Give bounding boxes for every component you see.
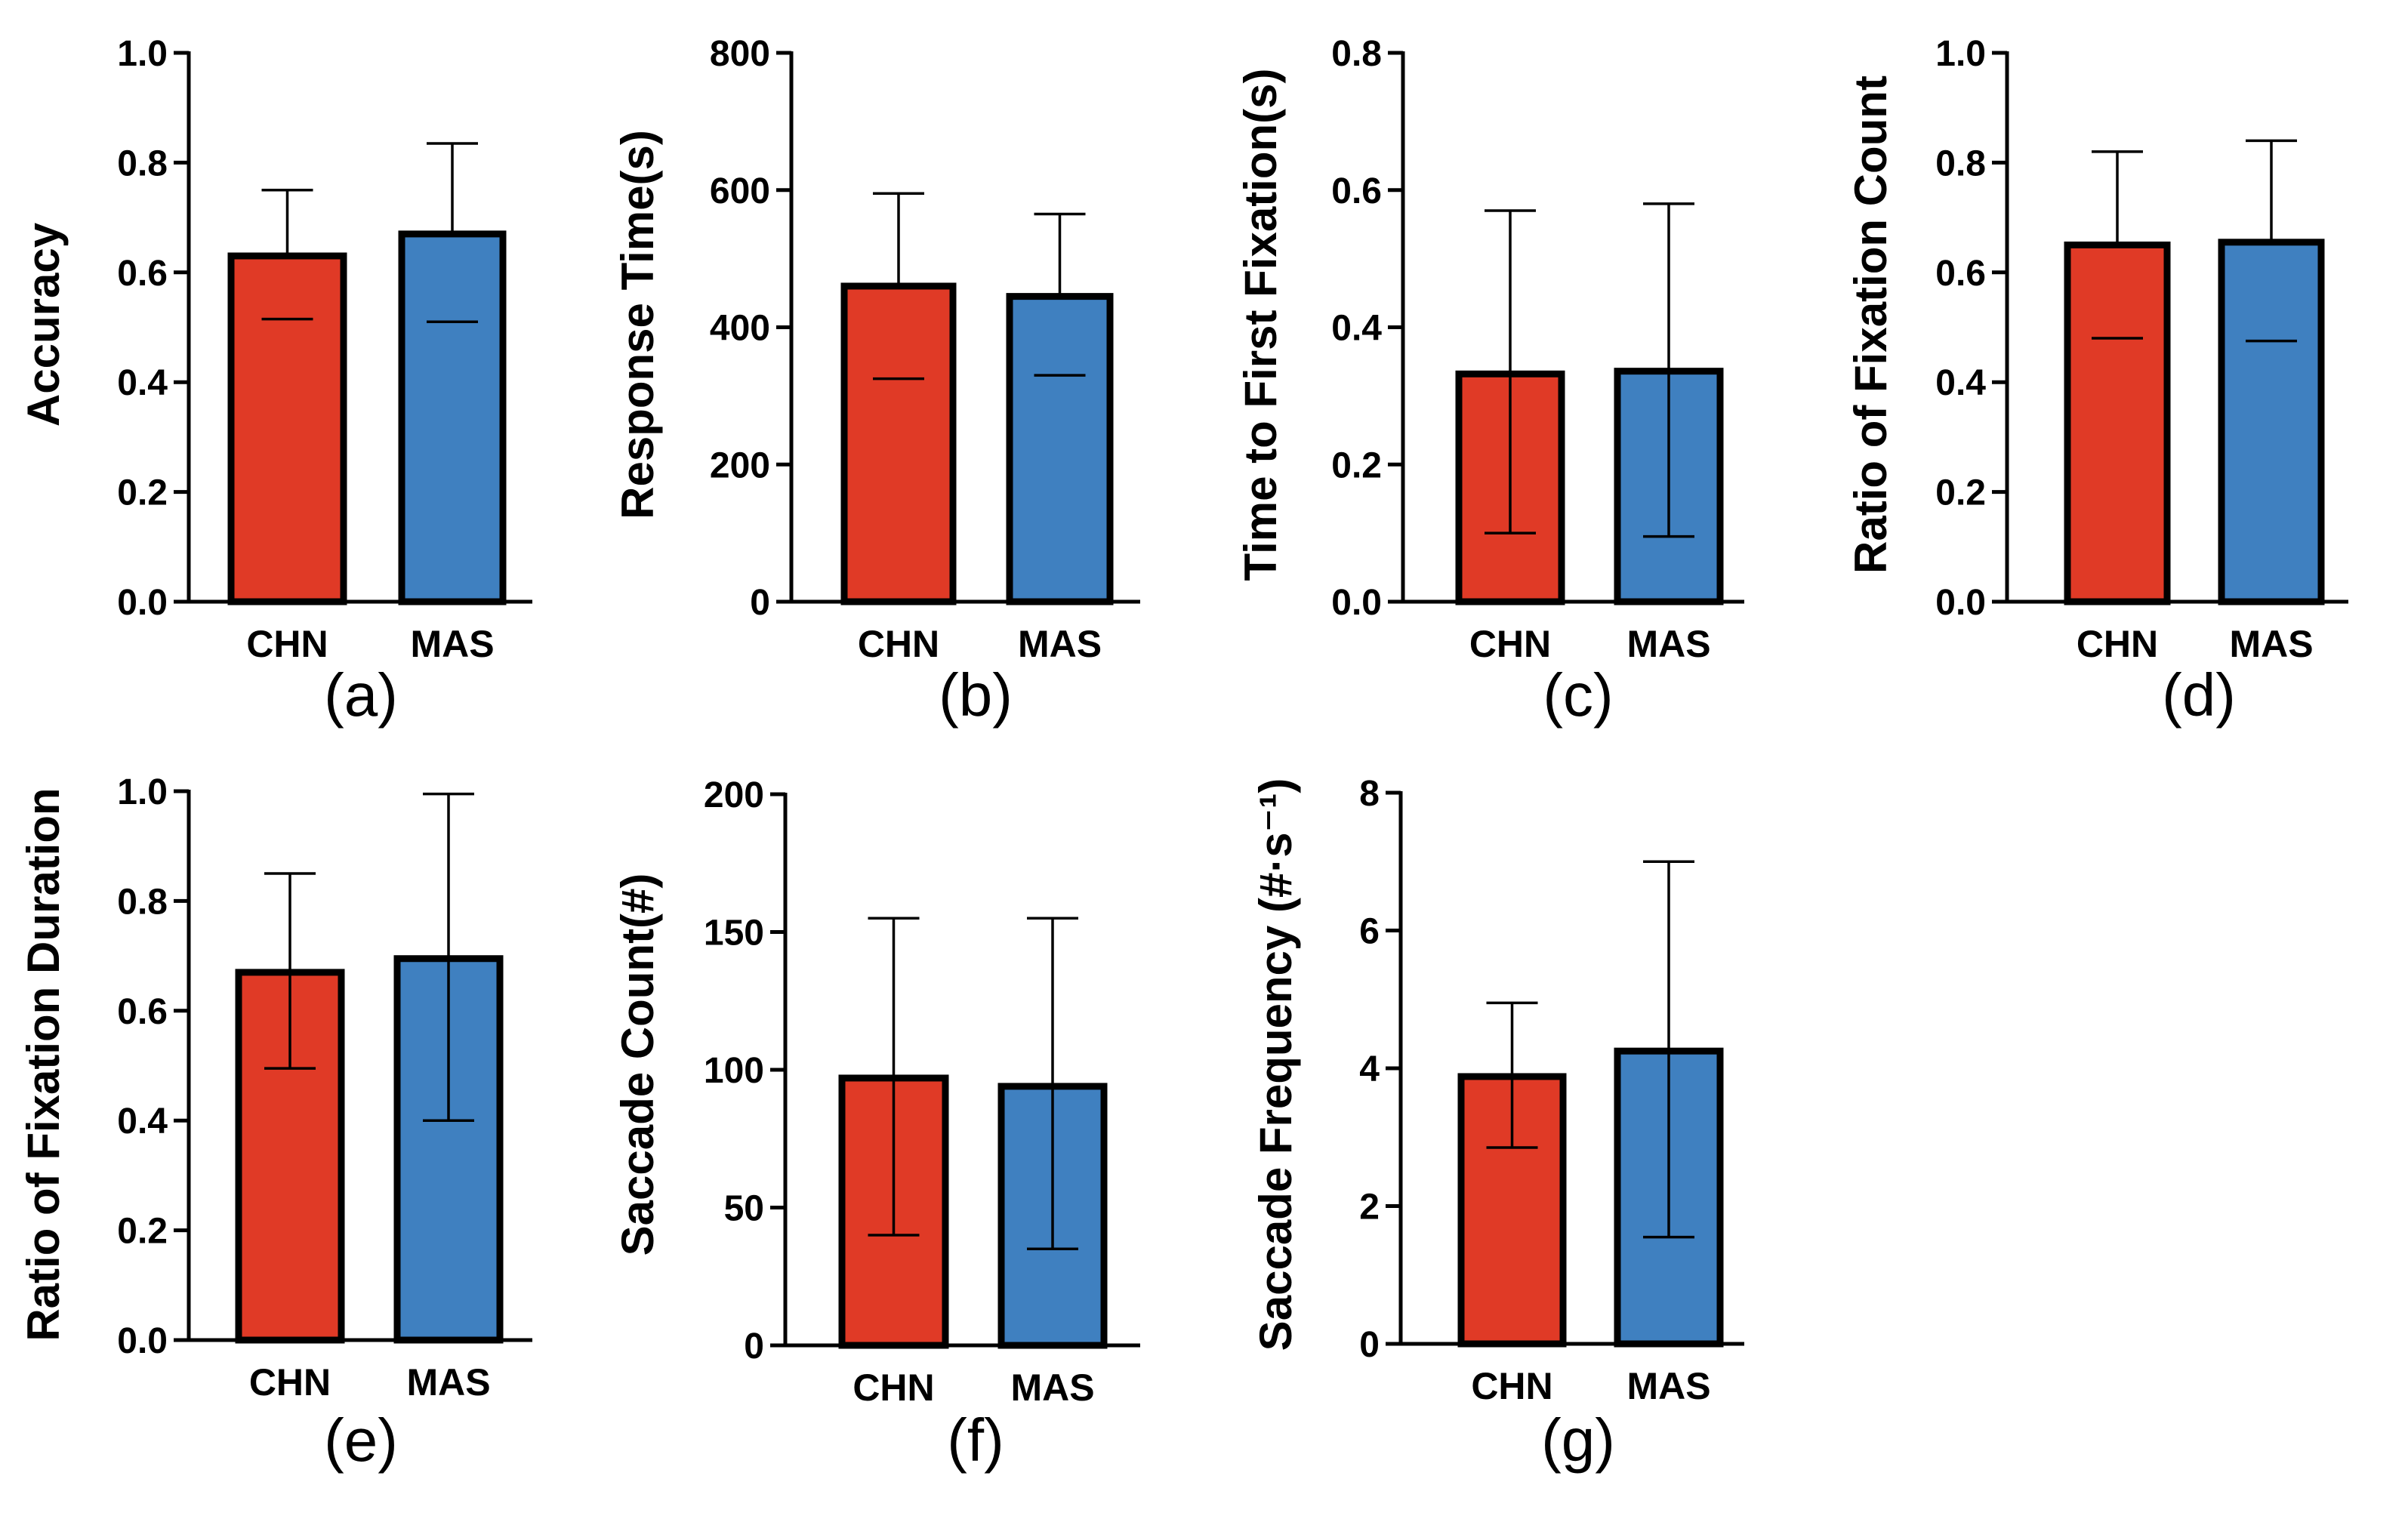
y-tick-label-f-2: 100 — [704, 1051, 764, 1091]
y-tick-label-a-2: 0.4 — [117, 363, 168, 403]
y-tick-label-f-1: 50 — [724, 1189, 764, 1229]
panel-label-b: (b) — [939, 661, 1013, 729]
x-tick-label-a-mas: MAS — [410, 623, 494, 665]
y-tick-label-c-2: 0.4 — [1331, 309, 1382, 349]
y-tick-label-b-1: 200 — [710, 445, 770, 485]
y-tick-label-d-2: 0.4 — [1935, 363, 1986, 403]
y-axis-title-d: Ratio of Fixation Count — [1845, 75, 1896, 574]
y-tick-label-d-1: 0.2 — [1935, 473, 1986, 513]
bar-a-mas — [398, 230, 507, 605]
panel-label-c: (c) — [1543, 661, 1613, 729]
x-tick-label-d-mas: MAS — [2229, 623, 2313, 665]
y-tick-label-g-0: 0 — [1359, 1325, 1380, 1365]
y-axis-title-b: Response Time(s) — [612, 130, 663, 519]
y-axis-title-a: Accuracy — [18, 222, 69, 427]
y-tick-label-f-0: 0 — [744, 1326, 764, 1366]
y-tick-label-g-1: 2 — [1359, 1188, 1380, 1228]
x-tick-label-d-chn: CHN — [2077, 623, 2158, 665]
y-tick-label-f-3: 150 — [704, 914, 764, 954]
y-axis-title-g: Saccade Frequency (#·s⁻¹) — [1250, 778, 1301, 1351]
bar-b-chn — [840, 282, 957, 605]
y-tick-label-e-2: 0.4 — [117, 1102, 168, 1142]
x-tick-label-c-mas: MAS — [1626, 623, 1710, 665]
bar-b-mas — [1006, 293, 1114, 605]
y-axis-title-c: Time to First Fixation(s) — [1235, 69, 1286, 581]
y-tick-label-c-0: 0.0 — [1331, 583, 1382, 623]
x-tick-label-b-mas: MAS — [1018, 623, 1102, 665]
x-tick-label-b-chn: CHN — [858, 623, 939, 665]
y-tick-label-a-1: 0.2 — [117, 473, 168, 513]
y-tick-label-b-0: 0 — [750, 583, 770, 623]
y-tick-label-d-0: 0.0 — [1935, 583, 1986, 623]
y-tick-label-c-1: 0.2 — [1331, 445, 1382, 485]
y-tick-label-e-0: 0.0 — [117, 1321, 168, 1361]
y-tick-label-a-3: 0.6 — [117, 254, 168, 294]
y-tick-label-d-4: 0.8 — [1935, 143, 1986, 183]
x-tick-label-a-chn: CHN — [246, 623, 328, 665]
bar-d-mas — [2218, 239, 2325, 605]
panel-label-d: (d) — [2162, 661, 2236, 729]
y-tick-label-b-2: 400 — [710, 309, 770, 349]
y-tick-label-g-4: 8 — [1359, 774, 1380, 814]
x-tick-label-e-mas: MAS — [406, 1361, 490, 1403]
x-tick-label-e-chn: CHN — [249, 1361, 331, 1403]
panel-label-g: (g) — [1541, 1407, 1615, 1474]
y-tick-label-e-4: 0.8 — [117, 882, 168, 922]
bar-a-chn — [227, 252, 347, 605]
bar-d-chn — [2064, 241, 2171, 605]
y-tick-label-c-3: 0.6 — [1331, 171, 1382, 211]
x-tick-label-f-chn: CHN — [853, 1366, 934, 1409]
panel-label-e: (e) — [324, 1407, 398, 1474]
x-tick-label-c-chn: CHN — [1469, 623, 1551, 665]
y-tick-label-d-5: 1.0 — [1935, 34, 1986, 74]
x-tick-label-g-chn: CHN — [1471, 1365, 1552, 1407]
panel-label-f: (f) — [947, 1407, 1004, 1474]
y-axis-title-e: Ratio of Fixation Duration — [18, 787, 69, 1341]
y-tick-label-d-3: 0.6 — [1935, 254, 1986, 294]
y-tick-label-e-3: 0.6 — [117, 992, 168, 1032]
x-tick-label-g-mas: MAS — [1626, 1365, 1710, 1407]
y-axis-title-f: Saccade Count(#) — [612, 874, 663, 1256]
y-tick-label-f-4: 200 — [704, 775, 764, 815]
x-tick-label-f-mas: MAS — [1010, 1366, 1094, 1409]
y-tick-label-e-1: 0.2 — [117, 1212, 168, 1252]
y-tick-label-g-2: 4 — [1359, 1049, 1380, 1089]
y-tick-label-e-5: 1.0 — [117, 772, 168, 812]
y-tick-label-b-3: 600 — [710, 171, 770, 211]
y-tick-label-g-3: 6 — [1359, 912, 1380, 952]
y-tick-label-c-4: 0.8 — [1331, 34, 1382, 74]
y-tick-label-a-5: 1.0 — [117, 34, 168, 74]
y-tick-label-a-0: 0.0 — [117, 583, 168, 623]
panel-label-a: (a) — [324, 661, 398, 729]
y-tick-label-a-4: 0.8 — [117, 143, 168, 183]
y-tick-label-b-4: 800 — [710, 34, 770, 74]
